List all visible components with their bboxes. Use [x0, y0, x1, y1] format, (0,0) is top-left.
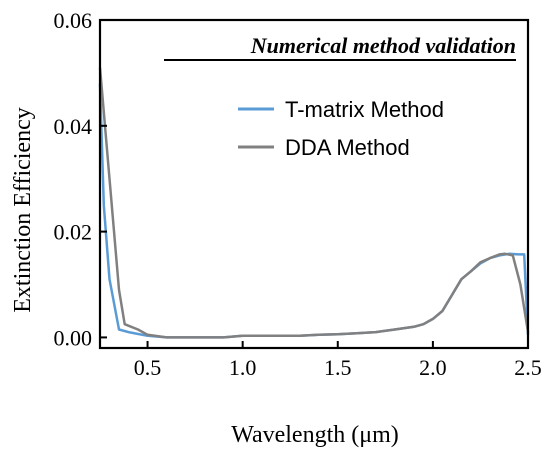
y-tick-label: 0.00 — [54, 325, 93, 350]
plot-frame — [98, 18, 530, 350]
x-tick-label: 0.5 — [134, 355, 162, 380]
y-tick-label: 0.02 — [54, 220, 93, 245]
y-axis-title: Extinction Efficiency — [10, 107, 36, 313]
axis-ticks: 0.5 1.0 1.5 2.0 2.5 0.00 0.02 0.04 0.06 — [54, 8, 542, 380]
legend: T-matrix Method DDA Method — [238, 97, 444, 160]
y-tick-label: 0.04 — [54, 114, 93, 139]
legend-label-tmatrix: T-matrix Method — [285, 97, 444, 122]
plot-lines — [98, 67, 530, 339]
x-axis-title: Wavelength (μm) — [231, 422, 399, 448]
series-line-dda — [98, 67, 530, 339]
x-tick-label: 1.5 — [324, 355, 352, 380]
chart-title: Numerical method validation — [250, 33, 516, 58]
x-tick-label: 1.0 — [229, 355, 257, 380]
x-tick-label: 2.5 — [514, 355, 542, 380]
y-tick-label: 0.06 — [54, 8, 93, 33]
x-tick-label: 2.0 — [419, 355, 447, 380]
legend-label-dda: DDA Method — [285, 135, 410, 160]
